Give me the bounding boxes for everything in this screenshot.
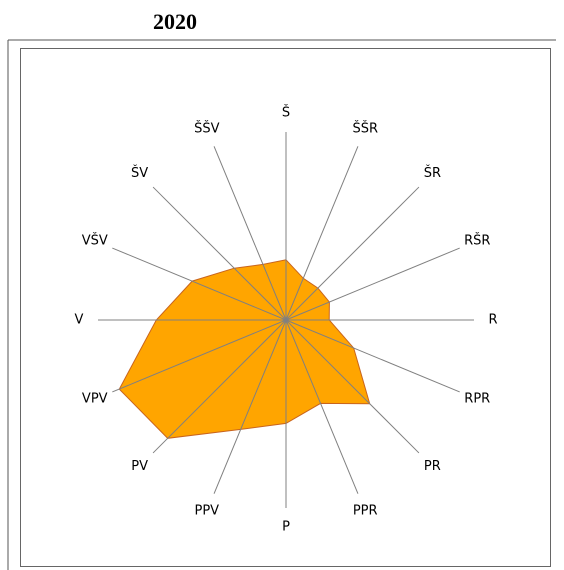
direction-label: ŠŠV (194, 120, 220, 136)
spoke (285, 247, 460, 321)
direction-label: PPR (353, 504, 378, 519)
spoke (285, 146, 359, 321)
direction-label: R (488, 313, 497, 328)
spoke (112, 247, 287, 321)
direction-label: PPV (194, 504, 219, 519)
spoke (285, 319, 460, 393)
direction-label: VPV (82, 392, 108, 407)
direction-label: P (282, 520, 290, 535)
spoke (152, 319, 287, 454)
spoke (285, 319, 359, 494)
direction-label: ŠR (424, 165, 441, 181)
spoke (112, 319, 287, 393)
direction-label: VŠV (82, 232, 108, 248)
direction-label: RPR (464, 392, 490, 407)
direction-label: PR (424, 459, 441, 474)
spoke (213, 319, 287, 494)
spoke (285, 319, 420, 454)
direction-label: ŠV (131, 165, 148, 181)
spoke (152, 186, 287, 321)
spoke (285, 186, 420, 321)
direction-label: V (75, 313, 84, 328)
direction-label: PV (131, 459, 148, 474)
direction-label: ŠŠR (352, 120, 378, 136)
direction-label: RŠR (464, 232, 490, 248)
chart-title: 2020 (153, 9, 197, 34)
spoke (213, 146, 287, 321)
direction-label: Š (282, 105, 290, 121)
